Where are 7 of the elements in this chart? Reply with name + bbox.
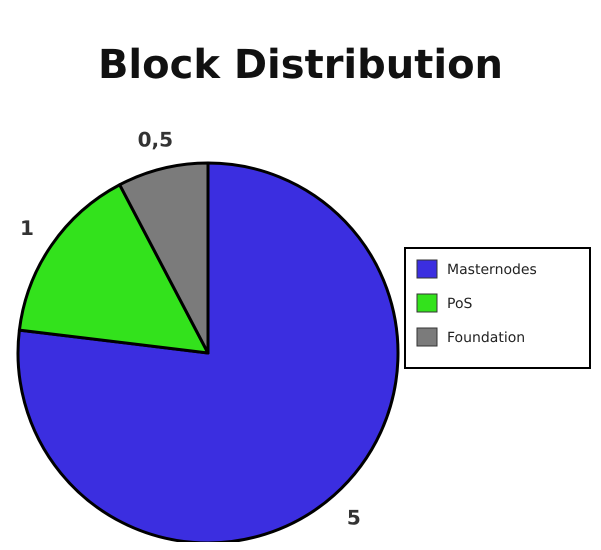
data-label: 5 [346, 506, 361, 530]
legend-label: PoS [447, 296, 473, 312]
chart-title: Block Distribution [98, 42, 504, 88]
legend-label: Foundation [447, 330, 526, 346]
data-label: 1 [20, 216, 34, 240]
data-label: 0,5 [138, 127, 174, 152]
legend-label: Masternodes [447, 262, 537, 278]
